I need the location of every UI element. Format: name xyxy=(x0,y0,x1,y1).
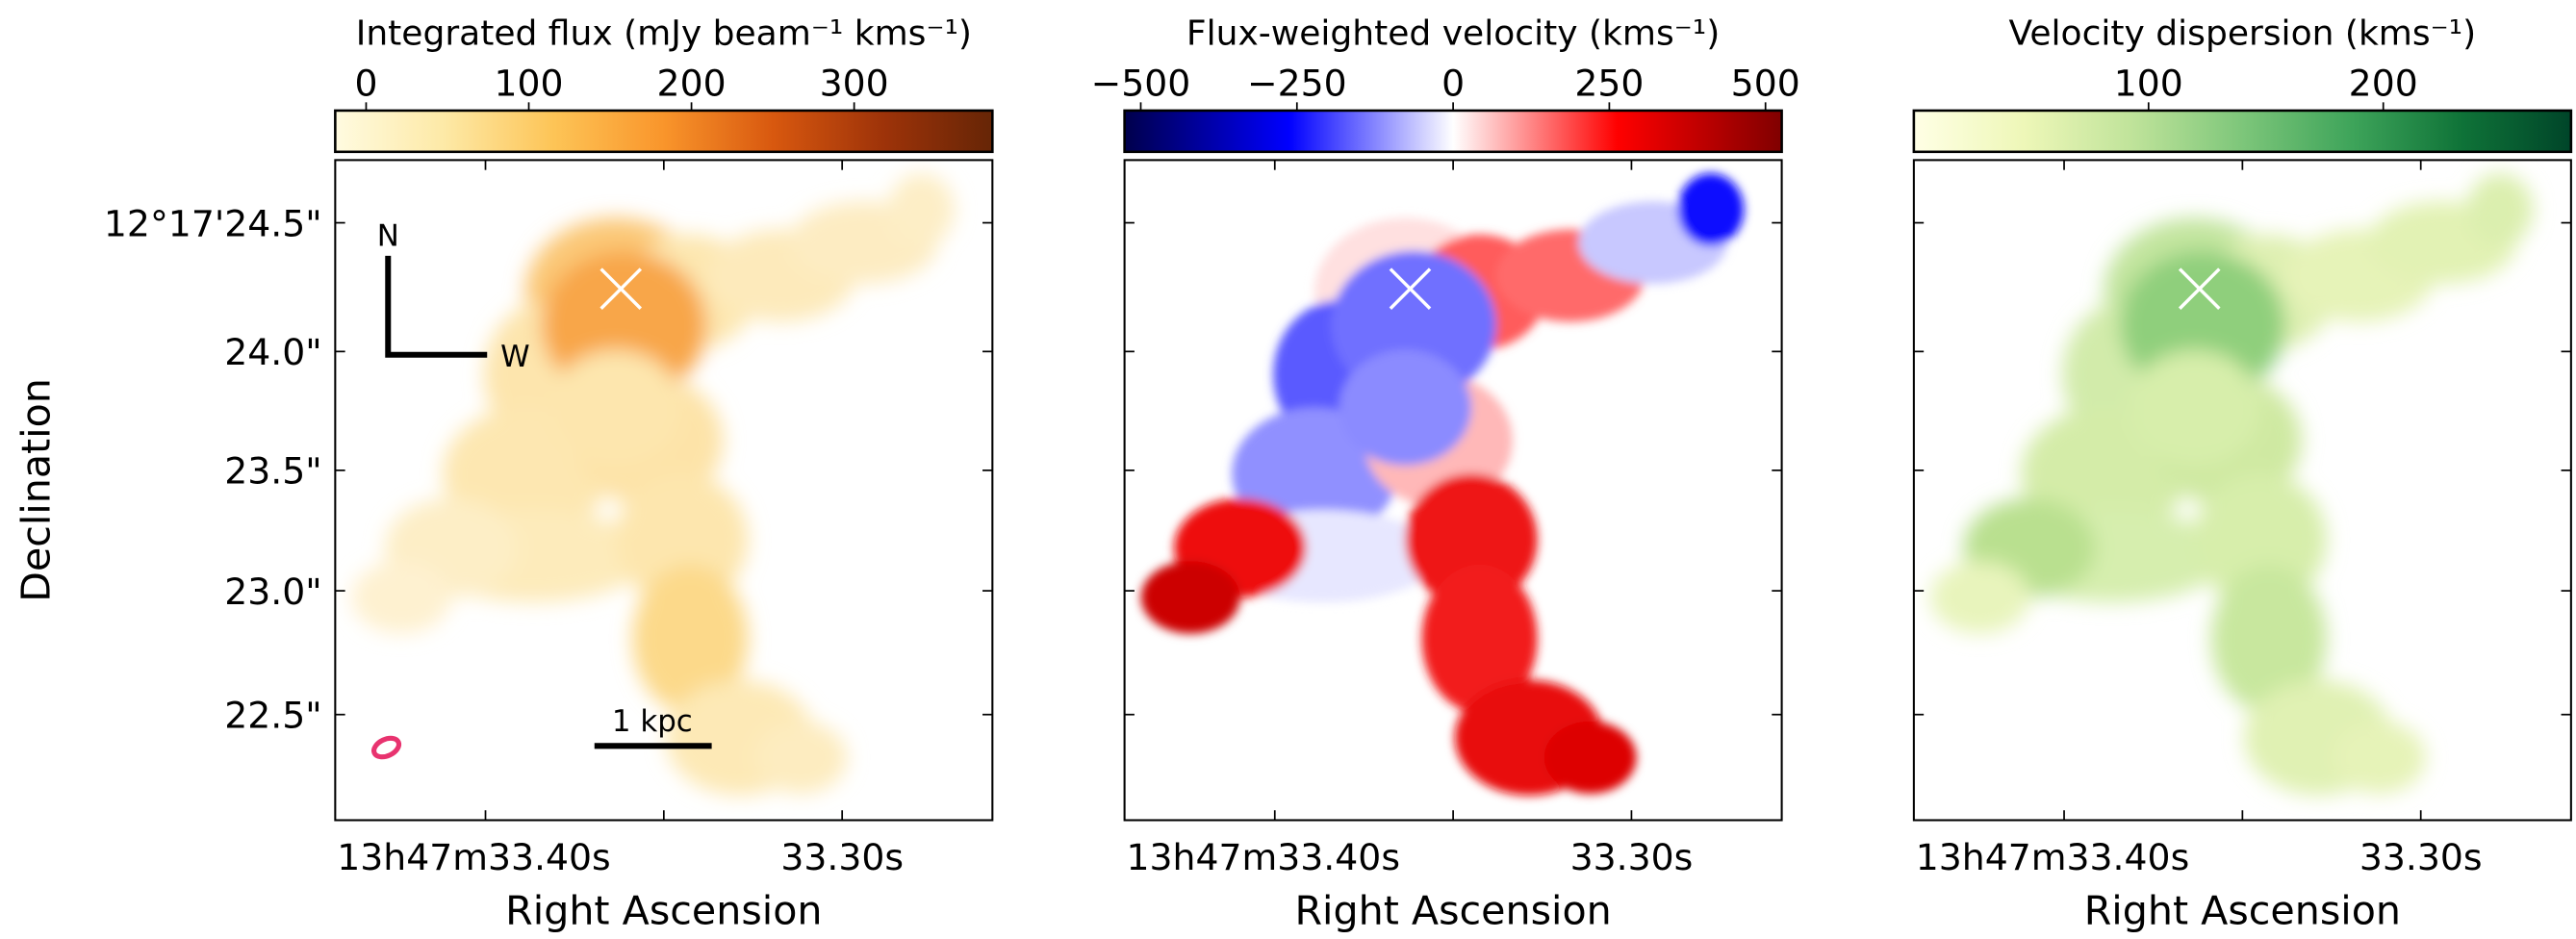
marker-x-icon xyxy=(1389,267,1432,310)
emission-region xyxy=(2128,349,2261,466)
x-tick-label: 13h47m33.40s xyxy=(1916,836,2189,878)
colorbar-tick-label: 100 xyxy=(495,62,564,104)
y-tick-label: 22.5" xyxy=(224,694,321,736)
panel-3: 100 200 Velocity dispersion (kms⁻¹) 13h47m3… xyxy=(1912,13,2573,934)
emission-region xyxy=(888,173,955,246)
emission-region xyxy=(2333,721,2426,795)
beam-ellipse xyxy=(371,735,402,760)
panel-1: 0 100 200 300 Integrated flux (mJy beam⁻¹ km… xyxy=(104,13,994,934)
emission-region xyxy=(1421,564,1538,714)
y-tick-label: 23.5" xyxy=(224,450,321,493)
emission-region xyxy=(1140,561,1240,634)
colorbar-tick-label: 500 xyxy=(1731,62,1800,104)
emission-map xyxy=(1140,173,1745,796)
emission-region xyxy=(1677,173,1745,246)
compass-arrow-icon xyxy=(385,255,488,358)
emission-region xyxy=(1339,349,1471,466)
colorbar-label: Velocity dispersion (kms⁻¹) xyxy=(2009,13,2477,53)
x-tick-label: 33.30s xyxy=(780,836,904,878)
emission-region xyxy=(1543,721,1637,795)
colorbar-label: Integrated flux (mJy beam⁻¹ kms⁻¹) xyxy=(356,13,972,53)
colorbar-tick-label: 200 xyxy=(657,62,727,104)
x-axis-label: Right Ascension xyxy=(1294,888,1611,934)
colorbar-label: Flux-weighted velocity (kms⁻¹) xyxy=(1186,13,1720,53)
emission-map xyxy=(1930,173,2534,796)
map-image xyxy=(1140,173,1745,796)
y-axis-label: Declination xyxy=(13,378,59,602)
emission-region xyxy=(754,721,848,795)
marker-x-icon xyxy=(599,267,643,310)
emission-region xyxy=(2210,564,2327,714)
colorbar-tick-label: 250 xyxy=(1574,62,1644,104)
y-tick-label: 23.0" xyxy=(224,571,321,613)
y-tick-label: 12°17'24.5" xyxy=(104,202,322,244)
colorbar-tick-label: −250 xyxy=(1247,62,1347,104)
x-tick-label: 33.30s xyxy=(2359,836,2483,878)
emission-region xyxy=(351,561,451,634)
emission-region xyxy=(2466,173,2534,246)
x-axis-label: Right Ascension xyxy=(505,888,822,934)
colorbar-tick-label: 100 xyxy=(2114,62,2183,104)
emission-region xyxy=(1930,561,2029,634)
y-tick-label: 24.0" xyxy=(224,331,321,373)
emission-region xyxy=(549,349,682,466)
panel-2: −500 −250 0 250 500 Flux-weighted velocity (k… xyxy=(1091,13,1800,933)
colorbar xyxy=(1123,109,1783,154)
compass-west-label: W xyxy=(500,340,530,374)
colorbar-tick-label: 0 xyxy=(1441,62,1465,104)
colorbar xyxy=(1912,109,2573,154)
emission-map xyxy=(351,173,955,796)
colorbar xyxy=(334,109,994,154)
map-image xyxy=(351,173,955,796)
x-tick-label: 13h47m33.40s xyxy=(1127,836,1400,878)
colorbar-tick-label: −500 xyxy=(1091,62,1191,104)
x-tick-label: 33.30s xyxy=(1570,836,1694,878)
marker-x-icon xyxy=(2178,267,2221,310)
colorbar-tick-label: 300 xyxy=(820,62,889,104)
scale-bar-label: 1 kpc xyxy=(612,704,693,739)
compass-north-label: N xyxy=(377,219,399,254)
emission-region xyxy=(632,564,749,714)
x-axis-label: Right Ascension xyxy=(2084,888,2401,934)
colorbar-tick-label: 0 xyxy=(354,62,377,104)
x-tick-label: 13h47m33.40s xyxy=(337,836,610,878)
map-image xyxy=(1930,173,2534,796)
colorbar-tick-label: 200 xyxy=(2349,62,2418,104)
